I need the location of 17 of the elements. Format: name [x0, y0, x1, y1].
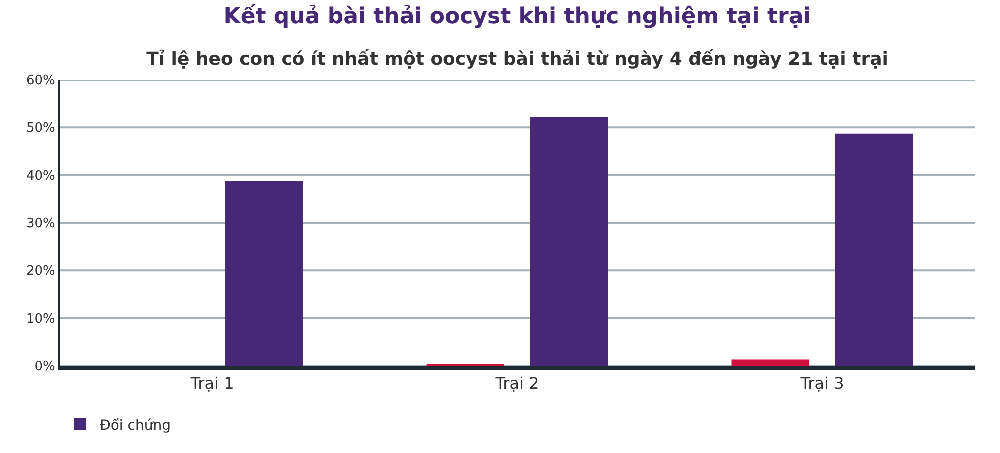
y-tick-label: 20% [26, 264, 56, 280]
chart-subtitle: Tỉ lệ heo con có ít nhất một oocyst bài thải từ ngày 4 đến ngày 21 tại trại [146, 48, 888, 70]
x-tick-label: Trại 3 [800, 374, 844, 394]
bar [732, 360, 810, 366]
legend-label: Đối chứng [100, 418, 171, 434]
y-tick-label: 10% [26, 312, 56, 327]
bar [225, 182, 304, 366]
y-tick-label: 40% [26, 168, 56, 184]
y-tick-label: 50% [26, 121, 56, 136]
y-tick-label: 30% [26, 216, 56, 232]
bar [835, 134, 914, 366]
x-tick-label: Trại 2 [494, 374, 540, 394]
y-tick-label: 60% [26, 74, 56, 89]
bar [530, 117, 608, 366]
x-tick-label: Trại 1 [190, 374, 234, 394]
y-tick-label: 0% [34, 360, 56, 375]
chart-title: Kết quả bài thải oocyst khi thực nghiệm tại trại [224, 4, 812, 30]
